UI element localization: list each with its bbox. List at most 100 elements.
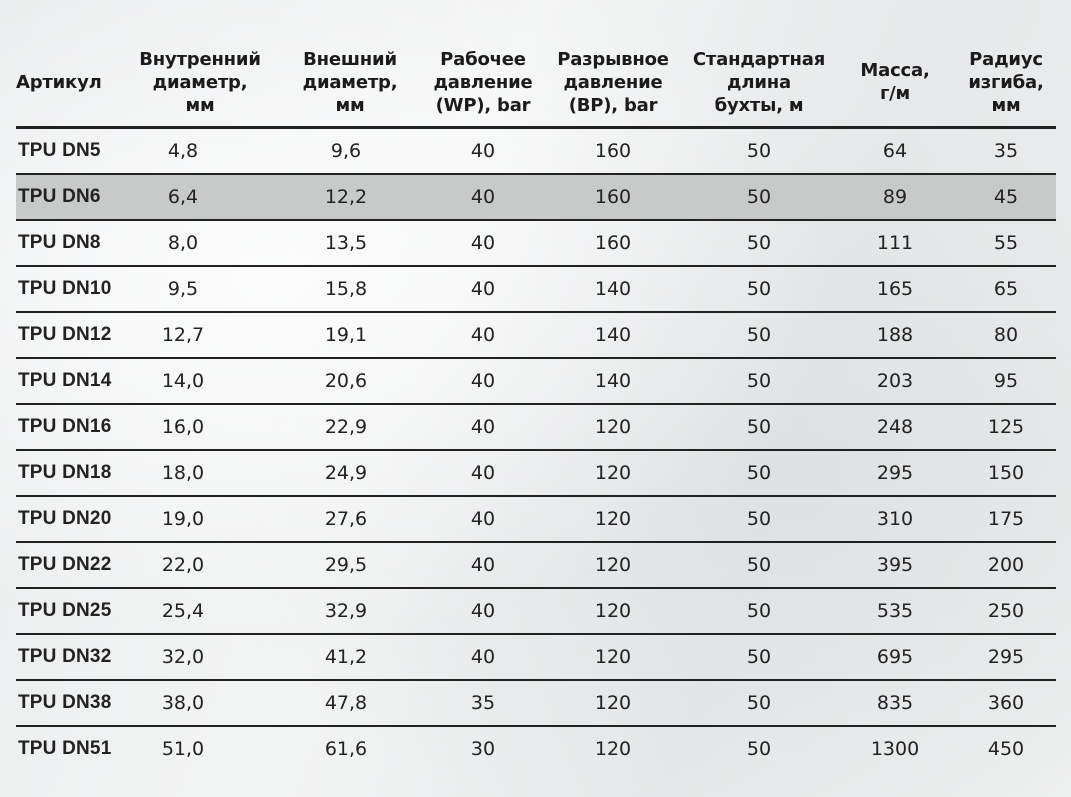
inner-diameter-cell: 25,4 xyxy=(124,588,276,635)
burst-pressure-cell: 120 xyxy=(542,450,684,497)
column-header-line: Масса, xyxy=(860,60,930,81)
burst-pressure-cell: 140 xyxy=(542,312,684,359)
inner-diameter-cell: 19,0 xyxy=(124,496,276,543)
article-cell: TPU DN14 xyxy=(16,358,124,405)
bend-radius-cell: 175 xyxy=(956,496,1056,543)
bend-radius-cell: 450 xyxy=(987,738,1025,760)
column-header-line: г/м xyxy=(879,83,911,104)
table-row: TPU DN18 18,0 24,9 40 120 50 295 150 xyxy=(16,450,1056,497)
mass-cell: 535 xyxy=(834,588,956,635)
coil-length-cell: 50 xyxy=(684,496,834,543)
working-pressure-cell: 40 xyxy=(424,127,542,175)
column-header-line: мм xyxy=(335,94,365,116)
outer-diameter-cell: 13,5 xyxy=(276,220,424,267)
bend-radius-cell: 35 xyxy=(956,127,1056,175)
column-header-line: давление xyxy=(563,71,663,93)
outer-diameter-cell: 47,8 xyxy=(276,680,424,727)
mass-cell: 89 xyxy=(834,174,956,221)
table-row: TPU DN51 51,0 61,6 30 120 50 1300 450 xyxy=(16,726,1056,771)
column-header-inner-diameter: Внутренний диаметр, мм xyxy=(124,38,276,129)
inner-diameter-cell: 9,5 xyxy=(124,266,276,313)
column-header-burst-pressure: Разрывное давление (BP), bar xyxy=(542,38,684,129)
bend-radius-cell: 125 xyxy=(956,404,1056,451)
bend-radius-cell: 360 xyxy=(956,680,1056,727)
working-pressure-cell: 40 xyxy=(424,358,542,405)
burst-pressure-cell: 120 xyxy=(542,542,684,589)
outer-diameter-cell: 12,2 xyxy=(276,174,424,221)
outer-diameter-cell: 19,1 xyxy=(276,312,424,359)
mass-cell: 188 xyxy=(834,312,956,359)
coil-length-cell: 50 xyxy=(684,220,834,267)
column-header-line: изгиба, xyxy=(968,71,1044,93)
mass-cell: 111 xyxy=(834,220,956,267)
column-header-line: Рабочее xyxy=(440,48,526,70)
working-pressure-cell: 40 xyxy=(424,588,542,635)
coil-length-cell: 50 xyxy=(684,312,834,359)
table-row: TPU DN32 32,0 41,2 40 120 50 695 295 xyxy=(16,634,1056,681)
working-pressure-cell: 40 xyxy=(424,266,542,313)
column-header-coil-length: Стандартная длина бухты, м xyxy=(684,38,834,129)
column-header-line: Стандартная xyxy=(692,48,826,70)
outer-diameter-cell: 24,9 xyxy=(276,450,424,497)
mass-cell: 248 xyxy=(834,404,956,451)
inner-diameter-cell: 16,0 xyxy=(124,404,276,451)
table-row: TPU DN38 38,0 47,8 35 120 50 835 360 xyxy=(16,680,1056,727)
article-cell: TPU DN25 xyxy=(16,588,124,635)
table-header: Артикул Внутренний диаметр, мм Внешний диамет… xyxy=(16,38,1056,129)
working-pressure-cell: 35 xyxy=(424,680,542,727)
column-header-mass: Масса, г/м xyxy=(834,38,956,129)
bend-radius-cell: 80 xyxy=(956,312,1056,359)
inner-diameter-cell: 22,0 xyxy=(124,542,276,589)
column-header-line: давление xyxy=(433,71,533,93)
table-row: TPU DN5 4,8 9,6 40 160 50 64 35 xyxy=(16,127,1056,175)
column-header-line: мм xyxy=(991,94,1021,116)
inner-diameter-cell: 12,7 xyxy=(124,312,276,359)
column-header-line: (BP), bar xyxy=(568,94,658,116)
burst-pressure-cell: 160 xyxy=(542,127,684,175)
column-header-line: длина xyxy=(727,71,791,93)
column-header-working-pressure: Рабочее давление (WP), bar xyxy=(424,38,542,129)
outer-diameter-cell: 22,9 xyxy=(276,404,424,451)
column-header-line: мм xyxy=(185,94,215,116)
article-cell: TPU DN10 xyxy=(16,266,124,313)
outer-diameter-cell: 27,6 xyxy=(276,496,424,543)
inner-diameter-cell: 14,0 xyxy=(124,358,276,405)
coil-length-cell: 50 xyxy=(746,738,772,760)
coil-length-cell: 50 xyxy=(684,404,834,451)
column-header-article: Артикул xyxy=(16,38,124,129)
table-row: TPU DN12 12,7 19,1 40 140 50 188 80 xyxy=(16,312,1056,359)
inner-diameter-cell: 4,8 xyxy=(124,127,276,175)
coil-length-cell: 50 xyxy=(684,634,834,681)
bend-radius-cell: 95 xyxy=(956,358,1056,405)
outer-diameter-cell: 32,9 xyxy=(276,588,424,635)
working-pressure-cell: 40 xyxy=(424,542,542,589)
column-header-line: Внешний xyxy=(303,48,397,70)
outer-diameter-cell: 20,6 xyxy=(276,358,424,405)
table-row: TPU DN25 25,4 32,9 40 120 50 535 250 xyxy=(16,588,1056,635)
coil-length-cell: 50 xyxy=(684,588,834,635)
coil-length-cell: 50 xyxy=(684,542,834,589)
article-cell: TPU DN32 xyxy=(16,634,124,681)
column-header-line: Разрывное xyxy=(557,48,669,70)
table-row: TPU DN10 9,5 15,8 40 140 50 165 65 xyxy=(16,266,1056,313)
column-header-line: (WP), bar xyxy=(435,94,531,116)
burst-pressure-cell: 160 xyxy=(542,220,684,267)
column-header-line: Артикул xyxy=(16,71,102,93)
burst-pressure-cell: 120 xyxy=(542,634,684,681)
tpu-hose-spec-table: Артикул Внутренний диаметр, мм Внешний диамет… xyxy=(16,38,1056,771)
article-cell: TPU DN5 xyxy=(16,127,124,175)
column-header-line: Внутренний xyxy=(139,48,261,70)
mass-cell: 1300 xyxy=(870,738,920,760)
burst-pressure-cell: 160 xyxy=(542,174,684,221)
article-cell: TPU DN18 xyxy=(16,450,124,497)
burst-pressure-cell: 140 xyxy=(542,358,684,405)
article-cell: TPU DN38 xyxy=(16,680,124,727)
inner-diameter-cell: 8,0 xyxy=(124,220,276,267)
inner-diameter-cell: 51,0 xyxy=(161,738,205,760)
mass-cell: 310 xyxy=(834,496,956,543)
bend-radius-cell: 55 xyxy=(956,220,1056,267)
burst-pressure-cell: 140 xyxy=(542,266,684,313)
working-pressure-cell: 40 xyxy=(424,220,542,267)
mass-cell: 165 xyxy=(834,266,956,313)
outer-diameter-cell: 15,8 xyxy=(276,266,424,313)
